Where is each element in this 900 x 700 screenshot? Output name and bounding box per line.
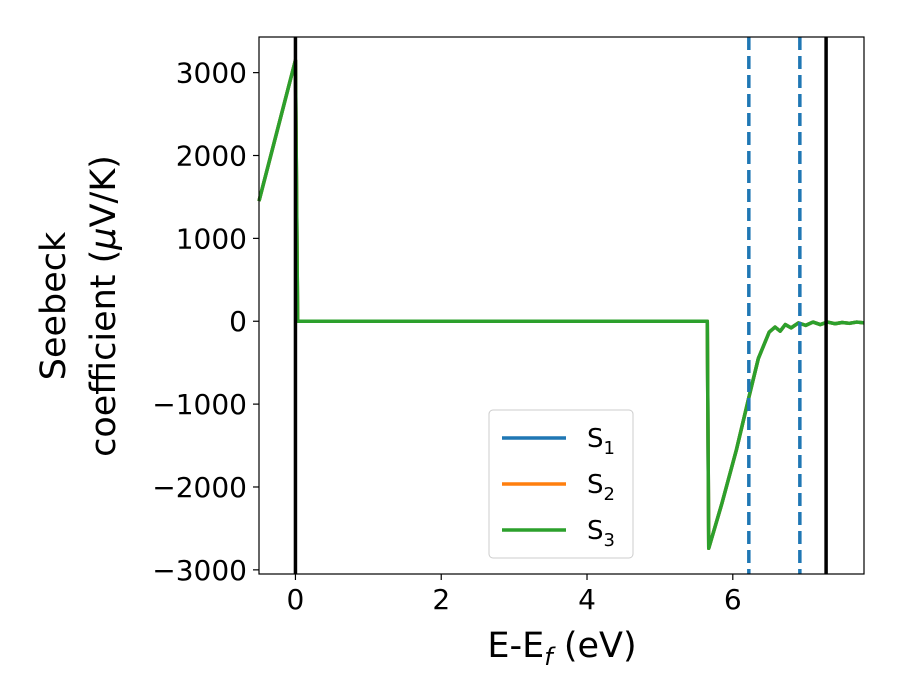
plot-area [257,37,865,574]
x-tick-label: 2 [432,583,450,616]
legend-items: S1 S2 S3 [502,424,615,551]
legend-label-s2: S2 [587,470,615,505]
legend: S1 S2 S3 [488,409,634,559]
y-tick-label: −3000 [152,554,247,587]
series-line-s3 [257,58,865,551]
y-axis-title-unit: V/K) [84,155,124,227]
y-axis-ticks: 3000 2000 1000 0 −1000 −2000 −3000 [152,57,259,587]
y-tick-label: 0 [229,305,247,338]
legend-label-s3: S3 [587,516,615,551]
x-tick-label: 4 [578,583,596,616]
x-axis-title-unit: (eV) [553,626,637,666]
y-tick-label: −1000 [152,388,247,421]
y-axis-title-mu: μ [84,227,124,250]
y-axis-title-line1: Seebeck [34,231,74,380]
x-tick-label: 0 [287,583,305,616]
x-axis-ticks: 0 2 4 6 [287,574,742,616]
y-axis-title: Seebeck coefficient (μV/K) [34,155,124,457]
y-tick-label: 1000 [176,222,247,255]
y-axis-title-line2: coefficient (μV/K) [84,155,124,457]
legend-label-s1: S1 [587,424,615,459]
series-lines [257,58,865,551]
vertical-reference-lines [293,37,828,574]
y-axis-title-line2-text: coefficient ( [84,250,124,457]
x-axis-title-main: E-E [487,626,544,666]
x-tick-label: 6 [724,583,742,616]
x-axis-title: E-Ef (eV) [487,626,636,671]
y-tick-label: 2000 [176,140,247,173]
axes-frame [258,36,865,575]
y-tick-label: 3000 [176,57,247,90]
y-tick-label: −2000 [152,471,247,504]
